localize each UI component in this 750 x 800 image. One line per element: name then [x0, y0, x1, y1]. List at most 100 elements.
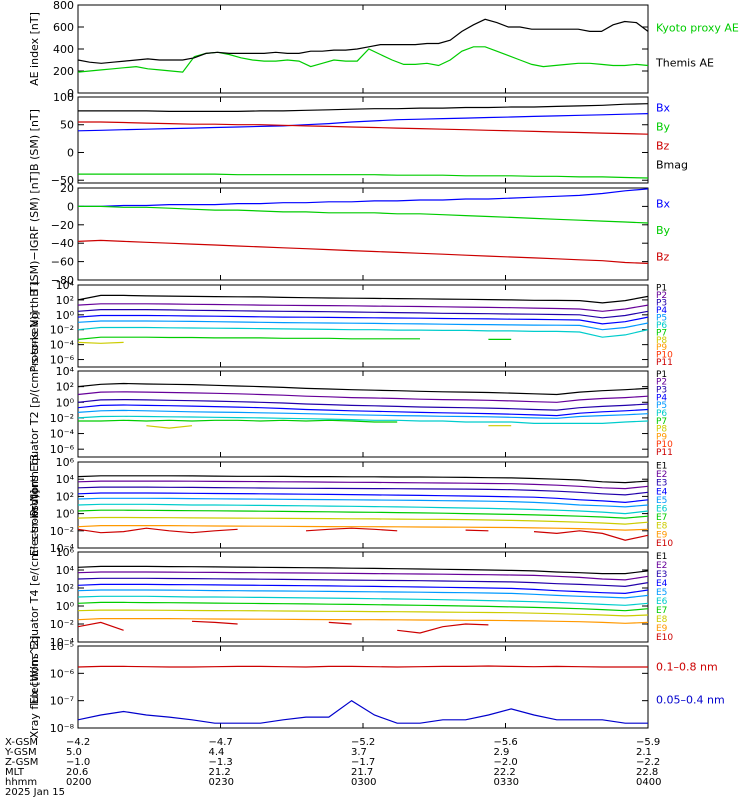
- y-tick-label: 10⁶: [56, 456, 75, 469]
- legend-entry: E3: [656, 570, 667, 580]
- legend-entry: P9: [656, 432, 667, 442]
- ephemeris-value: −4.7: [209, 737, 233, 748]
- legend-entry: P4: [656, 306, 667, 316]
- y-tick-label: 10⁻²: [50, 618, 74, 631]
- legend-entry: Kyoto proxy AE: [656, 21, 739, 34]
- legend-entry: P3: [656, 299, 667, 309]
- series-line-7: [77, 336, 512, 340]
- series-line-2: [77, 699, 648, 724]
- y-tick-label: 10⁴: [56, 365, 75, 378]
- series-line-8: [77, 341, 124, 344]
- y-tick-label: 800: [53, 0, 74, 12]
- series-line-8: [146, 425, 512, 429]
- legend-entry: P5: [656, 313, 667, 323]
- legend-entry: Themis AE: [655, 57, 714, 70]
- legend-entry: P7: [656, 417, 667, 427]
- legend-entry: P10: [656, 440, 673, 450]
- series-line-6: [77, 595, 649, 606]
- series-line-2: [78, 205, 649, 224]
- legend-entry: E7: [656, 513, 667, 523]
- legend-entry: E2: [656, 470, 667, 480]
- y-tick-label: 10⁻²: [50, 412, 74, 425]
- ephemeris-value: 2.1: [636, 747, 652, 758]
- y-axis-label: Xray flux [W/m^2]: [28, 636, 41, 739]
- ephemeris-value: −1.7: [351, 757, 375, 768]
- panel-1: 0 200 400 600 800 AE index [nT] Kyoto proxy AE…: [28, 0, 739, 100]
- series-line-2: [78, 173, 649, 179]
- y-tick-label: 10⁰: [56, 309, 75, 322]
- ephemeris-row-label: MLT: [5, 767, 25, 778]
- legend-entry: E4: [656, 487, 668, 497]
- ephemeris-value: −1.0: [66, 757, 90, 768]
- y-tick-label: 10⁻⁶: [50, 667, 75, 680]
- y-tick-label: 400: [53, 43, 74, 56]
- legend-entry: E2: [656, 561, 667, 571]
- ephemeris-value: −4.2: [66, 737, 90, 748]
- y-tick-label: 10⁴: [56, 564, 75, 577]
- series-line-5: [77, 497, 649, 508]
- panel-frame: [77, 284, 649, 368]
- ephemeris-value: 2.9: [494, 747, 510, 758]
- series-line-8: [77, 516, 649, 525]
- y-axis-label: B (SM)−IGRF (SM) [nT]: [28, 171, 41, 296]
- y-tick-label: 0: [67, 200, 74, 213]
- series-line-2: [77, 480, 649, 490]
- y-tick-label: 10²: [56, 490, 74, 503]
- series-line-2: [77, 18, 649, 64]
- panel-2: −50 0 50 100 B (SM) [nT] Bx By Bz Bmag: [28, 91, 688, 187]
- ephemeris-value: 21.2: [209, 767, 231, 778]
- y-tick-label: 10²: [56, 582, 74, 595]
- ephemeris-row-label: Z-GSM: [5, 757, 38, 768]
- legend-entry: E9: [656, 624, 668, 634]
- legend-entry: 0.05–0.4 nm: [656, 693, 725, 706]
- legend-entry: E5: [656, 496, 667, 506]
- ephemeris-value: 22.2: [494, 767, 516, 778]
- series-line-2: [77, 303, 649, 312]
- legend-entry: E1: [656, 461, 667, 471]
- legend-entry: P4: [656, 393, 667, 403]
- legend-entry: P2: [656, 378, 667, 388]
- legend-entry: P2: [656, 291, 667, 301]
- series-line-1: [77, 565, 649, 575]
- series-line-4: [78, 103, 649, 112]
- y-tick-label: 10⁻⁴: [50, 636, 75, 649]
- series-line-3: [77, 398, 649, 411]
- y-tick-label: 10⁻²: [50, 525, 74, 538]
- y-tick-label: 10⁴: [56, 279, 75, 292]
- y-tick-label: 20: [60, 182, 74, 195]
- legend-entry: Bx: [656, 198, 671, 211]
- ephemeris-value: 5.0: [66, 747, 82, 758]
- legend-entry: By: [656, 224, 671, 237]
- y-axis-label: AE index [nT]: [28, 12, 41, 86]
- series-line-4: [77, 492, 649, 504]
- series-line-4: [77, 404, 649, 417]
- series-line-4: [77, 583, 649, 595]
- ephemeris-row-label: hhmm: [5, 777, 37, 788]
- ephemeris-value: −1.3: [209, 757, 233, 768]
- y-tick-label: −40: [51, 237, 74, 250]
- y-axis-label: B (SM) [nT]: [28, 109, 41, 171]
- legend-entry: P11: [656, 448, 673, 458]
- series-line-7: [78, 419, 398, 423]
- legend-entry: P3: [656, 386, 667, 396]
- series-line-1: [77, 46, 649, 73]
- series-line-1: [77, 475, 649, 484]
- series-line-5: [77, 320, 649, 331]
- ephemeris-value: 22.8: [636, 767, 658, 778]
- ephemeris-value: 3.7: [351, 747, 367, 758]
- legend-entry: P11: [656, 358, 673, 368]
- series-line-7: [77, 509, 649, 519]
- ephemeris-value: 0300: [351, 777, 376, 788]
- y-tick-label: 200: [53, 65, 74, 78]
- legend-entry: P6: [656, 321, 667, 331]
- ephemeris-value: −5.2: [351, 737, 375, 748]
- y-tick-label: 10⁻⁴: [50, 339, 75, 352]
- series-line-1: [77, 665, 648, 668]
- y-tick-label: 10²: [56, 294, 74, 307]
- legend-entry: E10: [656, 633, 673, 643]
- legend-entry: P9: [656, 343, 667, 353]
- legend-entry: E4: [656, 579, 668, 589]
- y-tick-label: 10⁻²: [50, 324, 74, 337]
